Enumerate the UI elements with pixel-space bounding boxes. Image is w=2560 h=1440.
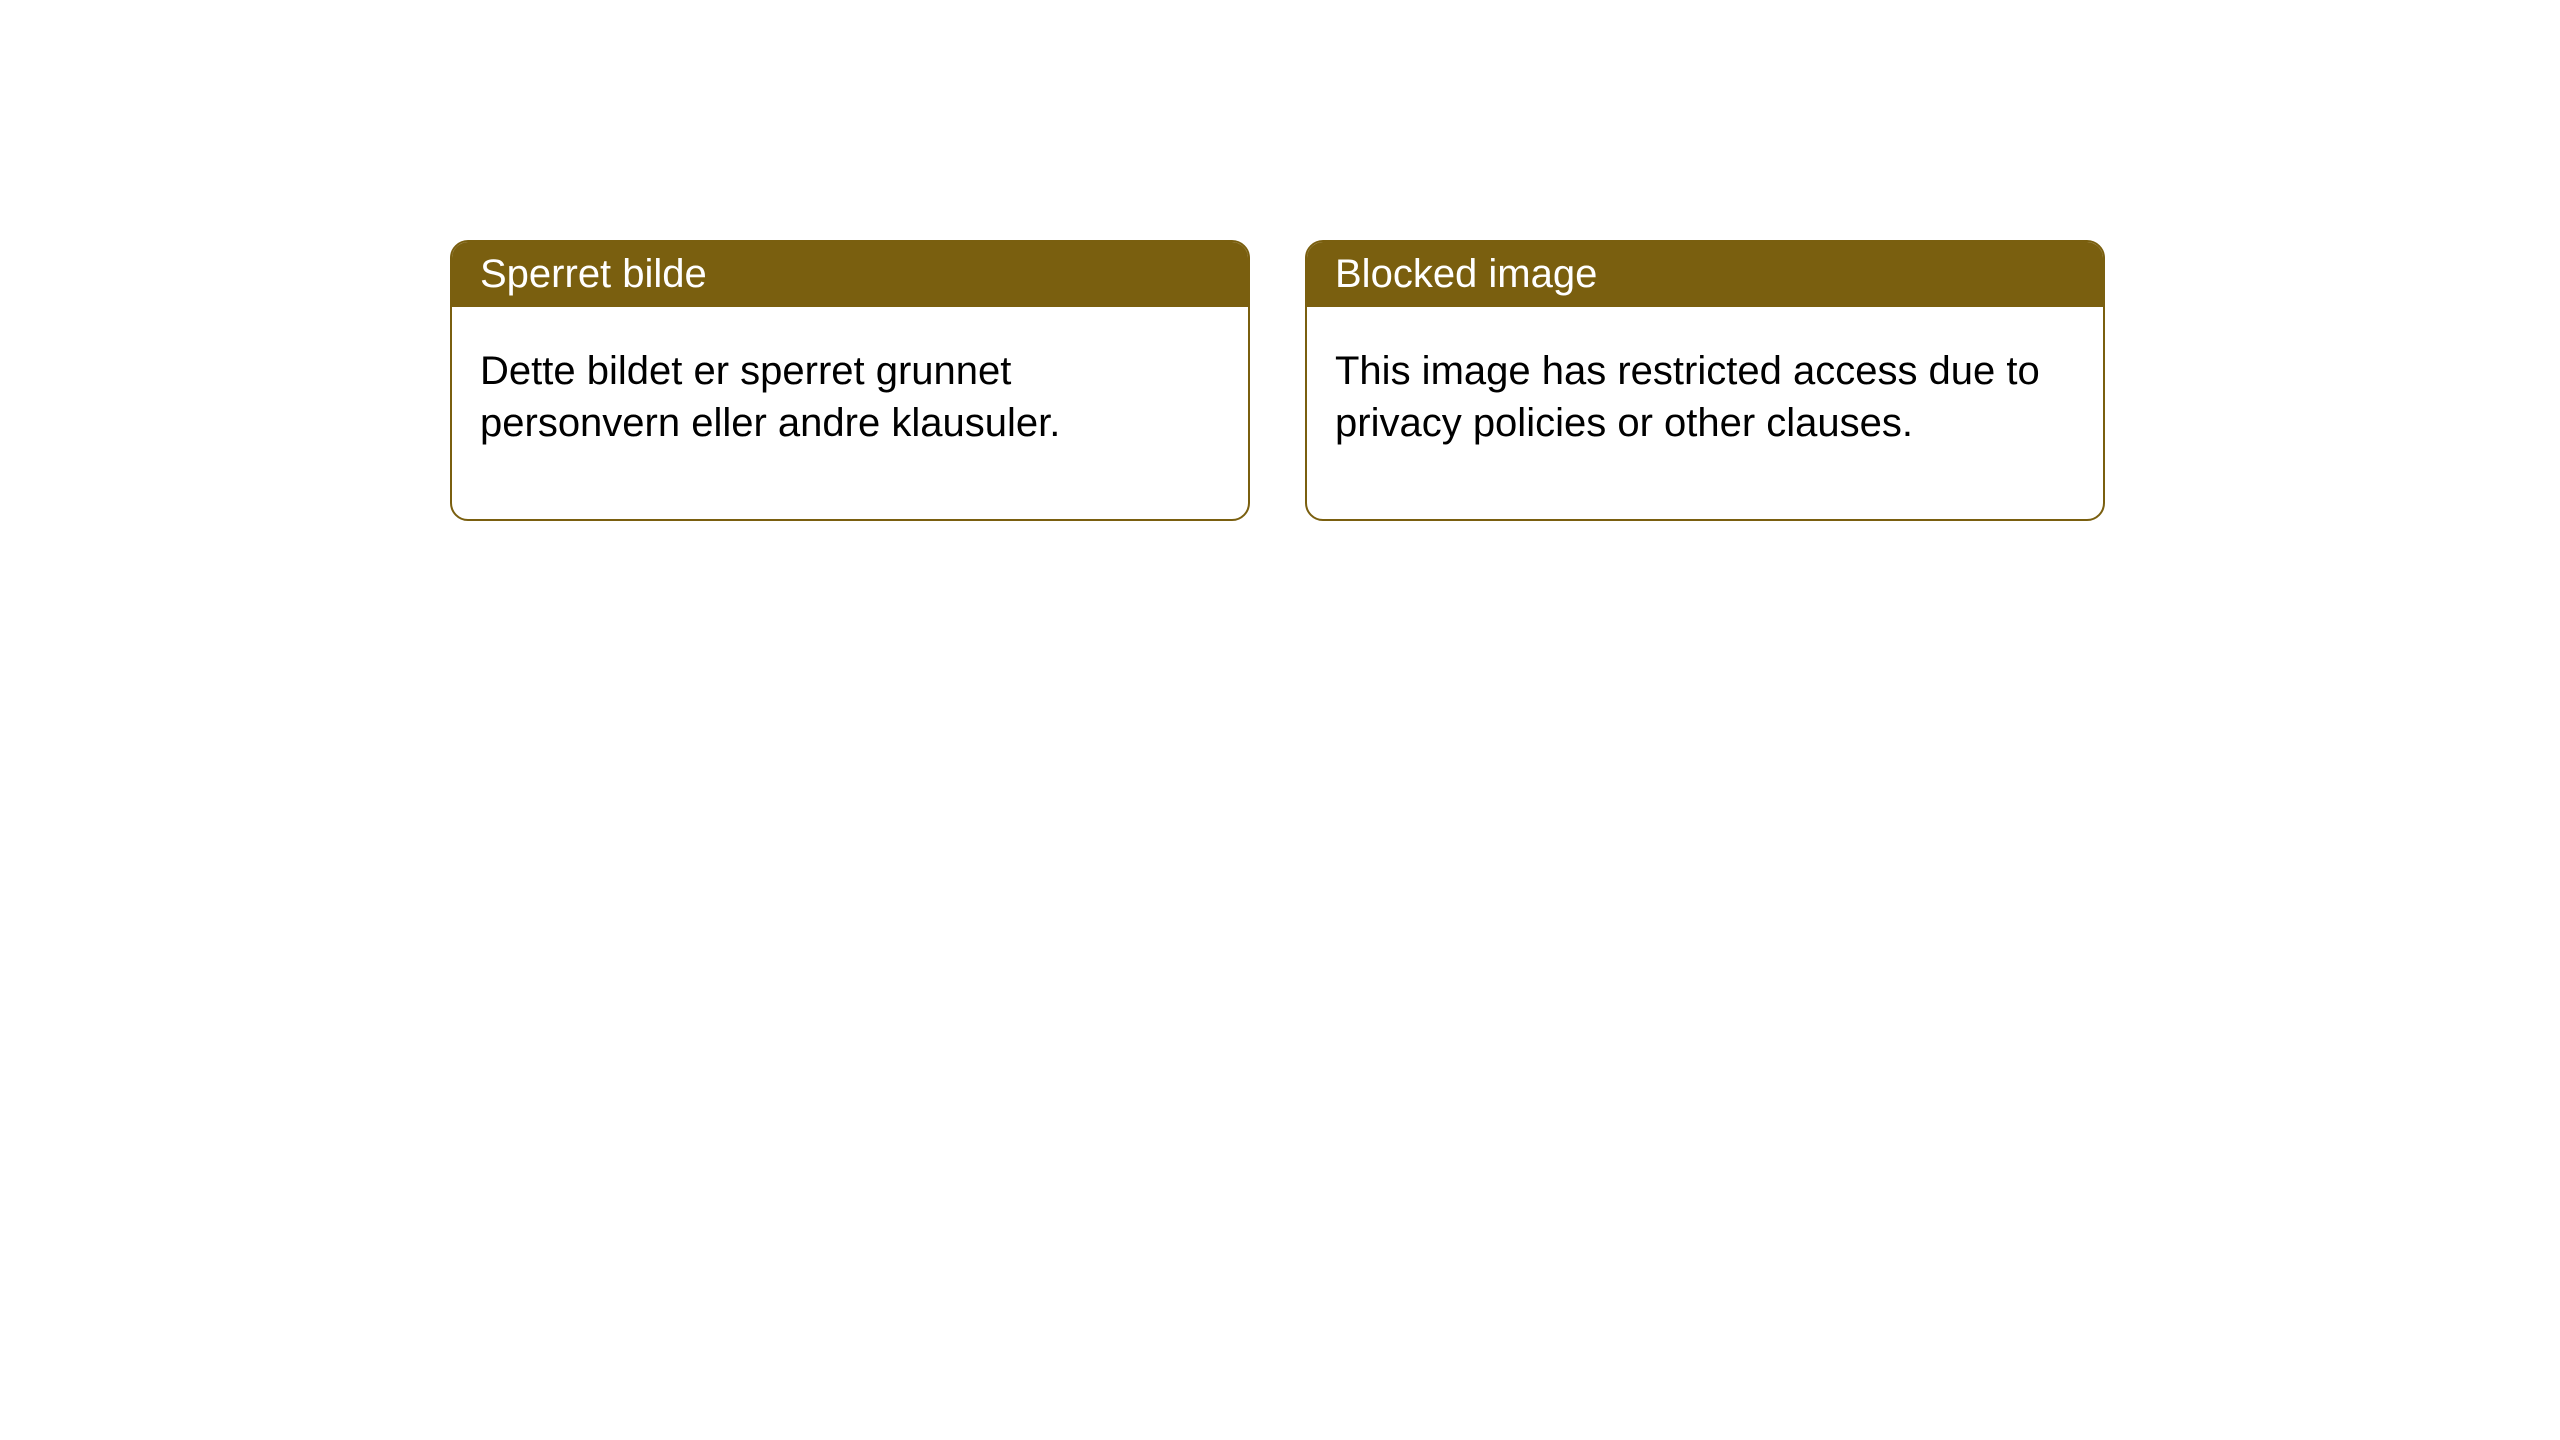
- notice-body: Dette bildet er sperret grunnet personve…: [452, 307, 1248, 519]
- notice-box-english: Blocked image This image has restricted …: [1305, 240, 2105, 521]
- notice-body: This image has restricted access due to …: [1307, 307, 2103, 519]
- notice-header: Sperret bilde: [452, 242, 1248, 307]
- notice-message: Dette bildet er sperret grunnet personve…: [480, 349, 1060, 445]
- notice-message: This image has restricted access due to …: [1335, 349, 2040, 445]
- notice-title: Blocked image: [1335, 252, 1597, 296]
- notice-title: Sperret bilde: [480, 252, 707, 296]
- notice-header: Blocked image: [1307, 242, 2103, 307]
- notice-box-norwegian: Sperret bilde Dette bildet er sperret gr…: [450, 240, 1250, 521]
- notices-container: Sperret bilde Dette bildet er sperret gr…: [450, 240, 2105, 521]
